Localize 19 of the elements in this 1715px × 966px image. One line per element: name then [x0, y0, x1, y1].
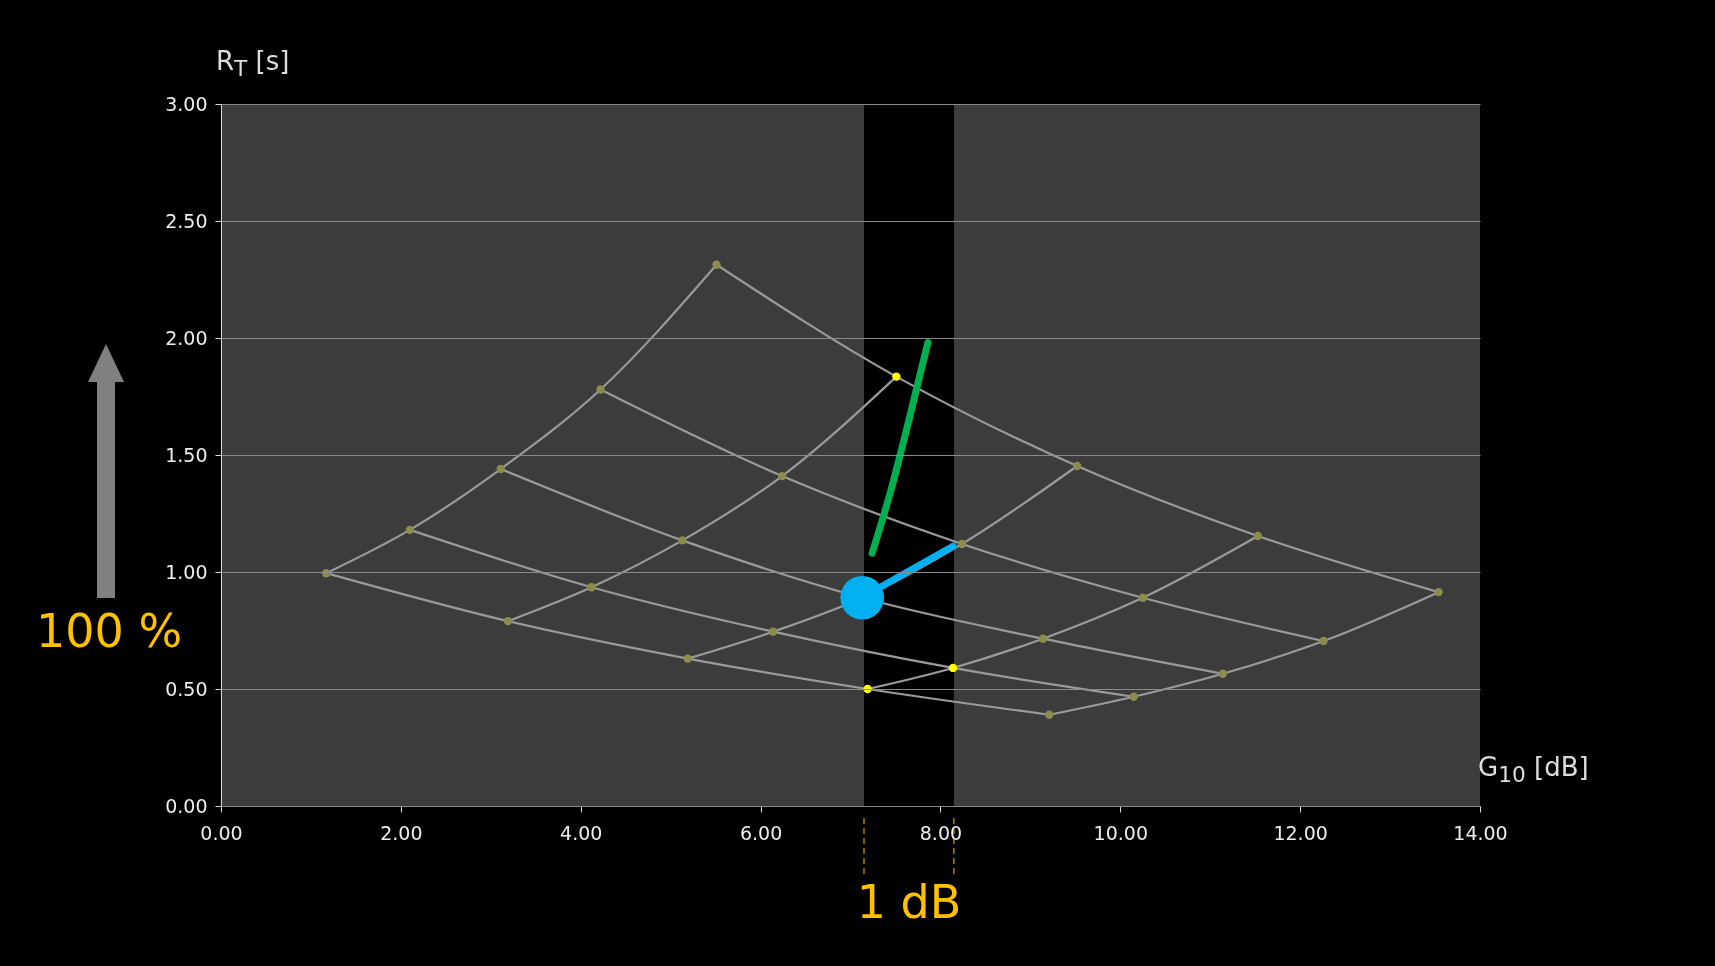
x-tick-label: 6.00 — [739, 821, 783, 844]
x-tick-label: 12.00 — [1273, 821, 1328, 844]
x-axis-title: G$_{10}$ [dB] — [1478, 752, 1589, 788]
x-tick-label: 8.00 — [919, 821, 963, 844]
y-tick-label: 0.50 — [165, 677, 208, 700]
x-tick-label: 4.00 — [560, 821, 603, 844]
x-tick-label: 14.00 — [1453, 821, 1508, 844]
y-tick-label: 2.00 — [165, 326, 208, 349]
y-axis-title: R$_{T}$ [s] — [216, 46, 290, 82]
y-tick-label: 2.50 — [165, 209, 208, 232]
band-label: 1 dB — [856, 875, 962, 929]
text: 100 % — [36, 604, 183, 658]
x-tick-label: 0.00 — [200, 821, 243, 844]
x-tick-label: 2.00 — [380, 821, 423, 844]
y-tick-label: 0.00 — [165, 794, 208, 817]
x-tick-label: 10.00 — [1093, 821, 1148, 844]
y-tick-label: 1.00 — [165, 560, 208, 583]
y-tick-label: 1.50 — [165, 443, 208, 466]
y-tick-label: 3.00 — [165, 92, 208, 115]
